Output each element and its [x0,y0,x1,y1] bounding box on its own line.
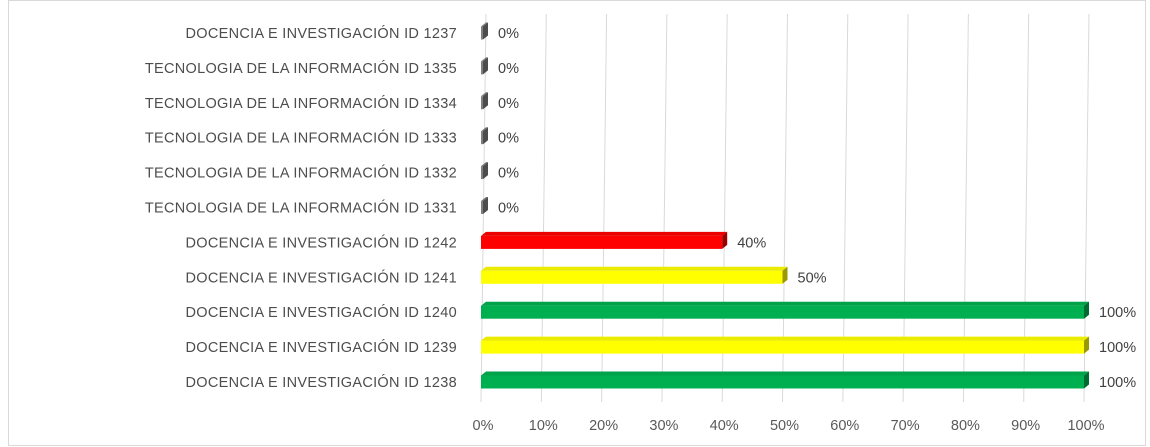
data-label: 0% [498,201,519,217]
bar-top [481,92,488,97]
category-label: DOCENCIA E INVESTIGACIÓN ID 1237 [186,25,457,42]
bar-front [481,270,783,284]
bar-top [481,231,728,236]
bar [481,266,788,284]
category-label: DOCENCIA E INVESTIGACIÓN ID 1239 [186,339,457,356]
bar-top [481,127,488,132]
category-label: DOCENCIA E INVESTIGACIÓN ID 1241 [186,269,457,286]
bar [481,162,488,180]
data-label: 100% [1099,375,1136,391]
bar-top [481,22,488,27]
data-label: 0% [498,131,519,147]
bar-front [481,235,723,249]
bar-side [722,231,728,249]
x-tick-label: 80% [951,418,980,434]
category-label: DOCENCIA E INVESTIGACIÓN ID 1238 [186,374,457,391]
category-label: DOCENCIA E INVESTIGACIÓN ID 1242 [186,234,457,251]
x-tick-label: 60% [830,418,859,434]
category-label: TECNOLOGIA DE LA INFORMACIÓN ID 1335 [145,60,457,77]
bar-top [481,266,788,271]
bar [481,127,488,145]
data-label: 100% [1099,305,1136,321]
bar-side [483,57,488,75]
bar-side [483,127,488,145]
bar-side [782,266,788,284]
bar-front [481,340,1084,354]
data-labels: 0% 0% 0% 0% 0% 0% 40% 50% 100% 100% 100% [498,26,1136,391]
data-label: 0% [498,96,519,112]
bar-front [481,131,483,145]
bar-top [481,197,488,201]
x-tick-label: 30% [649,418,678,434]
bar-layer [481,22,1089,389]
category-label: TECNOLOGIA DE LA INFORMACIÓN ID 1332 [145,165,457,182]
bar-top [481,371,1089,376]
bar [481,92,488,110]
bar-front [481,375,1084,389]
x-tick-label: 0% [473,418,494,434]
x-tick-label: 100% [1067,418,1104,434]
category-labels: DOCENCIA E INVESTIGACIÓN ID 1237 TECNOLOG… [145,25,457,391]
bar-front [481,305,1084,319]
bar-top [481,336,1089,341]
category-label: DOCENCIA E INVESTIGACIÓN ID 1240 [186,304,457,321]
bar-side [483,22,488,40]
bar-front [481,201,483,214]
category-label: TECNOLOGIA DE LA INFORMACIÓN ID 1333 [145,130,457,147]
bar-front [481,166,483,180]
bar-front [481,96,483,110]
x-tick-label: 10% [529,418,558,434]
x-tick-label: 70% [891,418,920,434]
category-label: TECNOLOGIA DE LA INFORMACIÓN ID 1334 [145,95,457,112]
bar-top [481,162,488,167]
bar-side [483,197,488,214]
x-tick-label: 40% [710,418,739,434]
bar [481,231,728,249]
bar [481,371,1089,389]
bar [481,197,488,214]
bar-side [1084,371,1089,389]
data-label: 50% [798,270,827,286]
data-label: 0% [498,26,519,42]
data-label: 40% [737,235,766,251]
bar-side [1084,336,1089,354]
category-label: TECNOLOGIA DE LA INFORMACIÓN ID 1331 [145,200,457,217]
bar-side [483,92,488,110]
x-tick-label: 50% [770,418,799,434]
bar-front [481,26,483,40]
bar [481,336,1089,354]
bar-front [481,61,483,75]
bar-side [1084,301,1089,319]
x-axis-ticks: 0% 10% 20% 30% 40% 50% 60% 70% 80% 90% 100% [473,418,1105,434]
bar-side [483,162,488,180]
bar [481,57,488,75]
bar-top [481,57,488,62]
bar-top [481,301,1089,306]
x-tick-label: 90% [1011,418,1040,434]
bar [481,22,488,40]
x-tick-label: 20% [589,418,618,434]
data-label: 0% [498,61,519,77]
bar [481,301,1089,319]
data-label: 0% [498,166,519,182]
data-label: 100% [1099,340,1136,356]
